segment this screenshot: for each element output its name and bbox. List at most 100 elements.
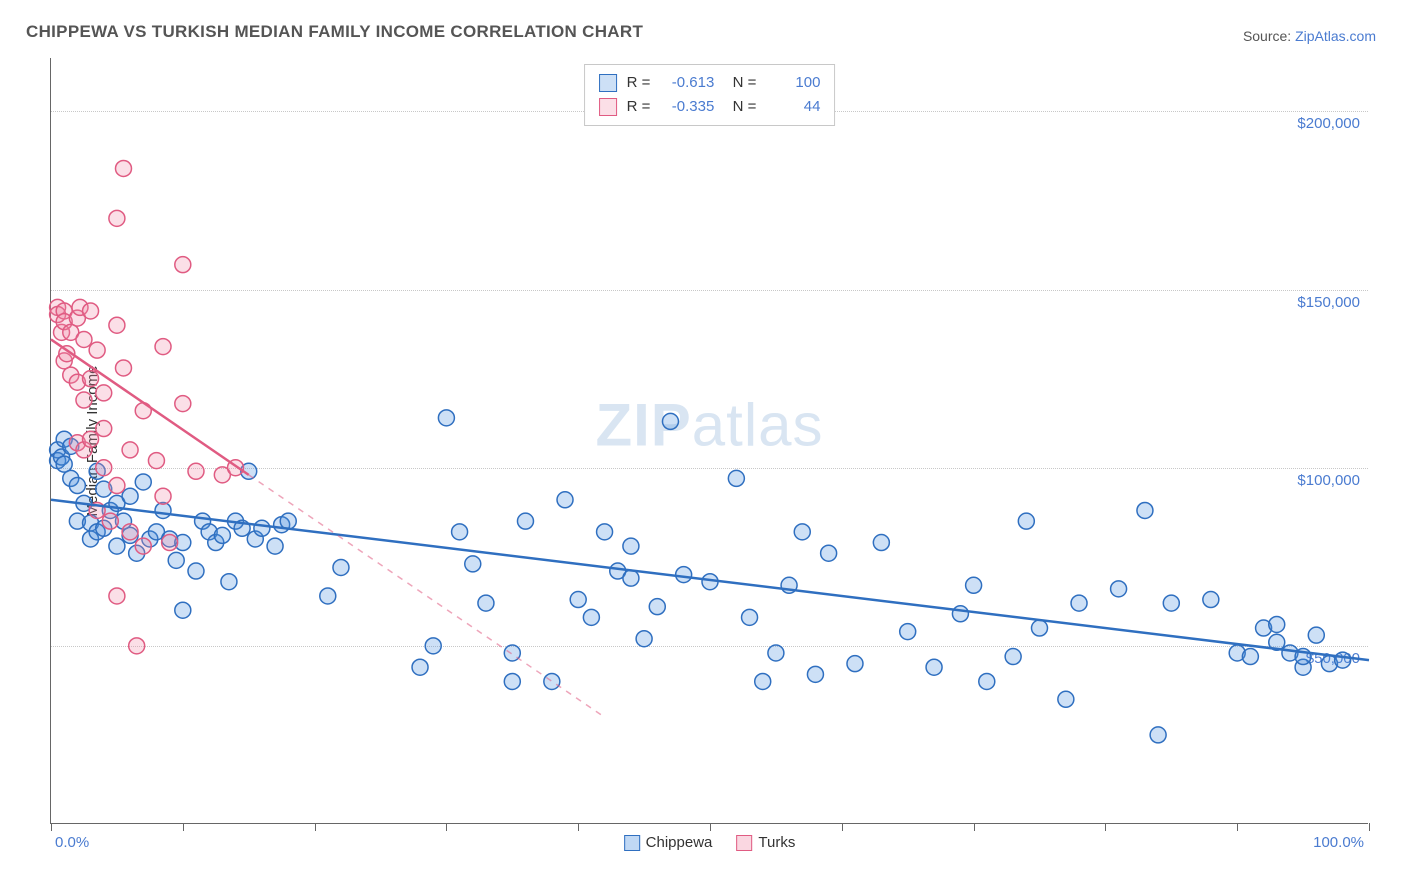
data-point [76, 331, 92, 347]
data-point [478, 595, 494, 611]
x-tick [578, 823, 579, 831]
data-point [109, 210, 125, 226]
stat-label: N = [724, 95, 756, 119]
data-point [76, 392, 92, 408]
data-point [102, 513, 118, 529]
data-point [122, 524, 138, 540]
source-link[interactable]: ZipAtlas.com [1295, 28, 1376, 44]
data-point [1150, 727, 1166, 743]
data-point [662, 413, 678, 429]
data-point [109, 588, 125, 604]
x-tick [51, 823, 52, 831]
chart-title: CHIPPEWA VS TURKISH MEDIAN FAMILY INCOME… [26, 22, 643, 42]
legend-item: Chippewa [624, 834, 713, 851]
data-point [69, 478, 85, 494]
x-axis-max-label: 100.0% [1313, 834, 1364, 851]
data-point [221, 574, 237, 590]
data-point [504, 673, 520, 689]
data-point [188, 463, 204, 479]
data-point [623, 570, 639, 586]
data-point [155, 339, 171, 355]
data-point [1111, 581, 1127, 597]
data-point [926, 659, 942, 675]
legend-swatch [736, 835, 752, 851]
data-point [175, 602, 191, 618]
data-point [768, 645, 784, 661]
data-point [175, 257, 191, 273]
data-point [162, 535, 178, 551]
source-credit: Source: ZipAtlas.com [1243, 28, 1376, 44]
x-tick [1105, 823, 1106, 831]
data-point [109, 538, 125, 554]
x-tick [710, 823, 711, 831]
data-point [168, 552, 184, 568]
data-point [742, 609, 758, 625]
data-point [188, 563, 204, 579]
stat-n-value: 100 [766, 71, 820, 95]
data-point [1203, 592, 1219, 608]
x-tick [315, 823, 316, 831]
data-point [807, 666, 823, 682]
data-point [89, 342, 105, 358]
data-point [1137, 502, 1153, 518]
x-tick [446, 823, 447, 831]
x-tick [183, 823, 184, 831]
data-point [83, 303, 99, 319]
data-point [109, 478, 125, 494]
data-point [115, 160, 131, 176]
data-point [794, 524, 810, 540]
legend-stats-row: R = -0.335 N = 44 [599, 95, 821, 119]
data-point [83, 431, 99, 447]
data-point [175, 396, 191, 412]
data-point [966, 577, 982, 593]
data-point [821, 545, 837, 561]
data-point [900, 624, 916, 640]
data-point [129, 638, 145, 654]
data-point [597, 524, 613, 540]
stat-label: R = [627, 95, 651, 119]
data-point [465, 556, 481, 572]
data-point [115, 360, 131, 376]
stat-r-value: -0.613 [660, 71, 714, 95]
data-point [676, 567, 692, 583]
legend-label: Turks [758, 834, 795, 851]
data-point [452, 524, 468, 540]
data-point [847, 656, 863, 672]
data-point [952, 606, 968, 622]
data-point [96, 460, 112, 476]
legend-swatch [599, 74, 617, 92]
legend-stats-row: R = -0.613 N = 100 [599, 71, 821, 95]
data-point [412, 659, 428, 675]
x-tick [974, 823, 975, 831]
stat-n-value: 44 [766, 95, 820, 119]
data-point [1335, 652, 1351, 668]
data-point [1242, 649, 1258, 665]
data-point [1308, 627, 1324, 643]
data-point [83, 371, 99, 387]
data-point [979, 673, 995, 689]
legend-bottom: Chippewa Turks [624, 834, 796, 851]
data-point [1018, 513, 1034, 529]
data-point [267, 538, 283, 554]
data-point [109, 317, 125, 333]
data-point [873, 535, 889, 551]
data-point [544, 673, 560, 689]
data-point [570, 592, 586, 608]
legend-swatch [599, 98, 617, 116]
data-point [438, 410, 454, 426]
stat-label: N = [724, 71, 756, 95]
data-point [122, 442, 138, 458]
stat-r-value: -0.335 [660, 95, 714, 119]
data-point [214, 527, 230, 543]
data-point [623, 538, 639, 554]
legend-item: Turks [736, 834, 795, 851]
scatter-canvas [51, 58, 1368, 823]
legend-swatch [624, 835, 640, 851]
data-point [636, 631, 652, 647]
data-point [557, 492, 573, 508]
stat-label: R = [627, 71, 651, 95]
legend-label: Chippewa [646, 834, 713, 851]
data-point [517, 513, 533, 529]
data-point [728, 470, 744, 486]
data-point [135, 538, 151, 554]
